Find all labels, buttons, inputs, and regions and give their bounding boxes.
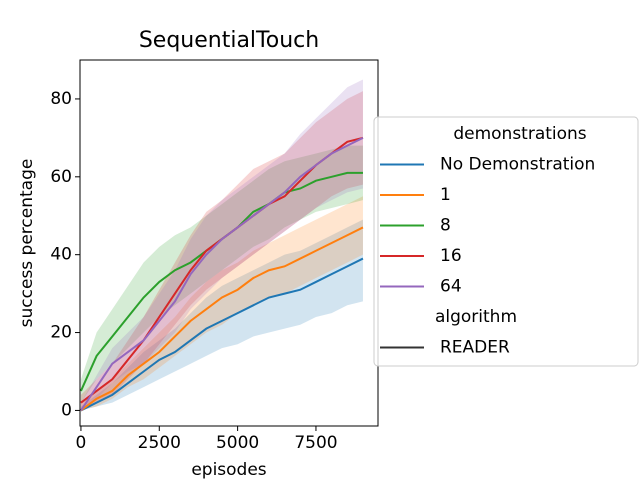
legend-label: READER [440, 338, 510, 358]
legend-box [373, 116, 639, 367]
series-line [80, 257, 364, 412]
y-tick-label: 0 [61, 400, 72, 420]
x-tick-label: 0 [76, 433, 87, 453]
legend-title: algorithm [435, 307, 517, 327]
legend-label: 1 [440, 185, 451, 205]
legend: demonstrations No Demonstration 1 8 16 64 algo… [373, 116, 639, 367]
confidence-band [80, 219, 363, 411]
x-axis-label: episodes [191, 460, 266, 480]
series-line [80, 136, 364, 411]
legend-title: demonstrations [453, 124, 586, 144]
legend-label: 16 [440, 246, 462, 266]
y-tick-label: 60 [50, 167, 72, 187]
x-tick-label: 7500 [294, 433, 337, 453]
x-tick-label: 5000 [216, 433, 259, 453]
confidence-band [80, 145, 363, 403]
y-axis-label: success percentage [17, 159, 37, 328]
y-tick-label: 80 [50, 89, 72, 109]
legend-label: 64 [440, 277, 462, 297]
y-tick-label: 40 [50, 245, 72, 265]
plot-area [80, 79, 364, 412]
y-tick-label: 20 [50, 323, 72, 343]
legend-label: No Demonstration [440, 155, 595, 175]
series-line [80, 226, 364, 412]
x-tick-label: 2500 [138, 433, 181, 453]
legend-label: 8 [440, 216, 451, 236]
chart-title: SequentialTouch [139, 28, 319, 53]
